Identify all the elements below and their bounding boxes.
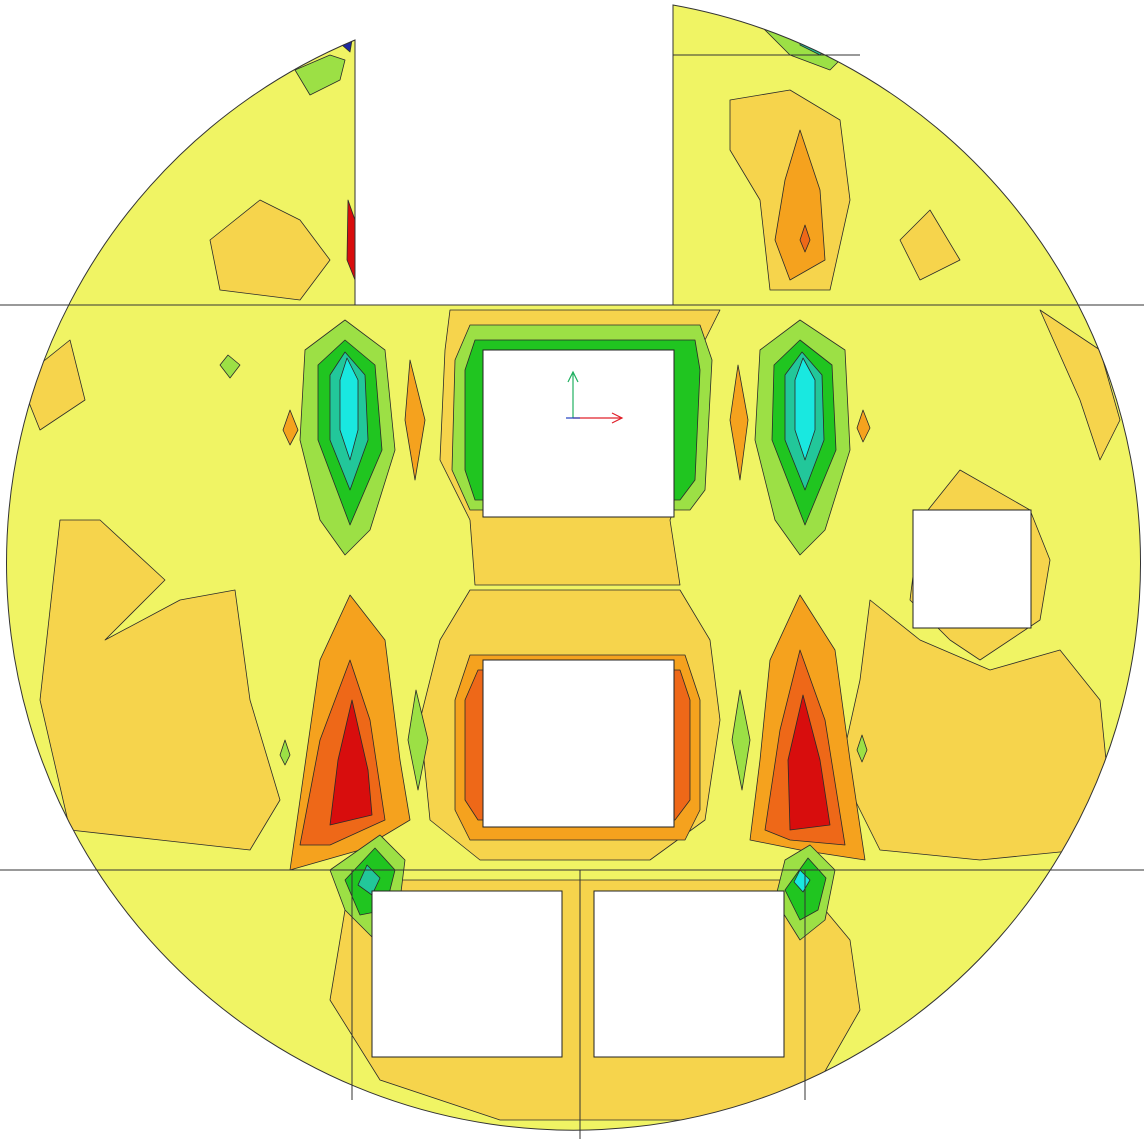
spot-orange-1 bbox=[404, 359, 426, 481]
cold-spot-right bbox=[754, 319, 851, 556]
small-spots bbox=[219, 129, 871, 791]
hot-spot-left bbox=[289, 594, 411, 871]
y-axis-head bbox=[567, 370, 579, 383]
spot-green-3 bbox=[731, 689, 751, 791]
disk-boundary bbox=[6, 4, 1142, 1131]
opening-right bbox=[912, 509, 1032, 629]
spot-orange-4 bbox=[856, 409, 871, 443]
spot-green-4 bbox=[279, 739, 291, 766]
spot-green-5 bbox=[856, 734, 868, 763]
spot-orange-2 bbox=[282, 409, 299, 446]
light-orange-upper-right bbox=[899, 209, 1121, 461]
light-orange-upper-left bbox=[19, 339, 86, 431]
spot-green-1 bbox=[219, 354, 241, 379]
x-axis-head bbox=[611, 412, 624, 424]
top-left-edge-green bbox=[294, 54, 346, 96]
axis-triad bbox=[566, 370, 624, 424]
cold-left-cyan bbox=[339, 357, 359, 461]
spot-orange-top-peak bbox=[774, 129, 826, 281]
hot-right-red bbox=[787, 694, 831, 831]
slab-outline bbox=[0, 4, 1144, 1139]
spot-orange-3 bbox=[729, 364, 749, 481]
spot-green-2 bbox=[407, 689, 429, 791]
hot-left-red bbox=[329, 699, 373, 826]
cold-right-cyan bbox=[794, 357, 816, 461]
hot-spot-right bbox=[749, 594, 866, 861]
cold-spot-left bbox=[299, 319, 396, 556]
opening-bottom-left bbox=[371, 890, 563, 1058]
opening-top-center bbox=[482, 349, 675, 518]
openings bbox=[371, 349, 1032, 1058]
opening-bottom-right bbox=[593, 890, 785, 1058]
bottom-right-cyan bbox=[793, 869, 811, 893]
light-orange-top-left bbox=[209, 199, 331, 301]
spot-dark-orange-top-peak bbox=[799, 224, 811, 253]
opening-middle-center bbox=[482, 659, 675, 828]
